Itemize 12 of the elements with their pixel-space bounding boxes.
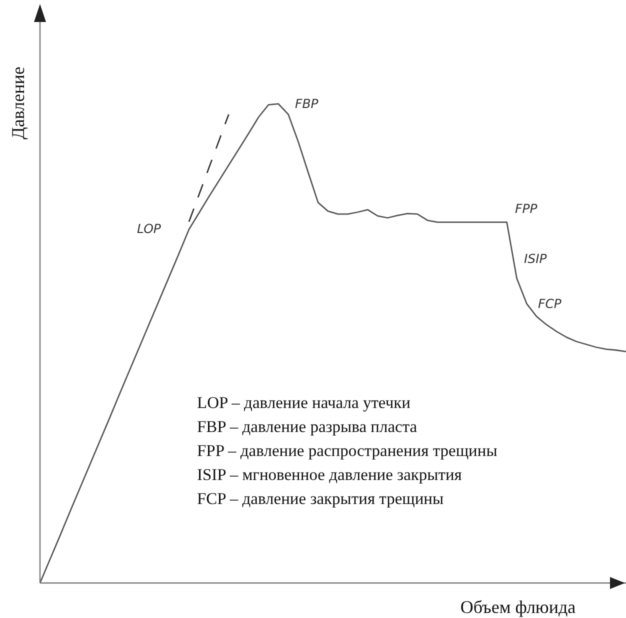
annotation: FCP xyxy=(538,296,562,311)
annotation: ISIP xyxy=(524,251,548,266)
annotation: LOP – давление начала утечки xyxy=(197,393,411,412)
annotation: FPP – давление распространения трещины xyxy=(197,441,498,460)
annotation: FPP xyxy=(515,201,538,216)
annotation: FCP – давление закрытия трещины xyxy=(197,489,444,508)
annotation: ISIP – мгновенное давление закрытия xyxy=(197,465,462,484)
annotation: LOP xyxy=(137,221,162,236)
x-axis-title: Объем флюида xyxy=(460,597,576,617)
annotation: FBP xyxy=(295,96,319,111)
y-axis-title: Давление xyxy=(8,66,28,140)
annotation: FBP – давление разрыва пласта xyxy=(197,417,418,436)
